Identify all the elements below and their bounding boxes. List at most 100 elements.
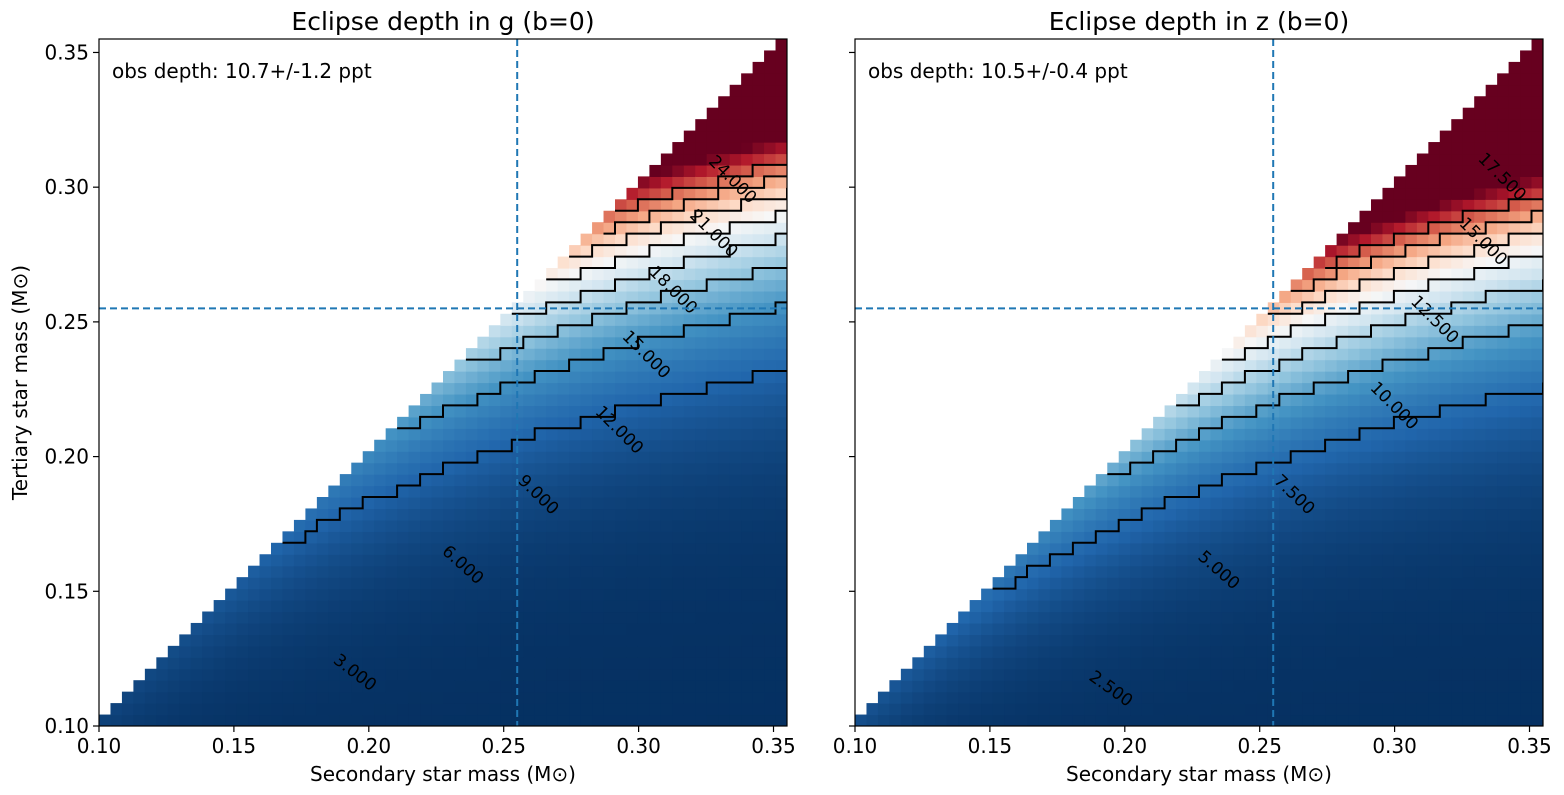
heatmap-cell [660,622,673,635]
heatmap-cell [1095,680,1108,693]
heatmap-cell [626,359,639,372]
heatmap-cell [626,668,639,681]
heatmap-cell [729,268,742,281]
heatmap-cell [683,703,696,716]
heatmap-cell [569,634,582,647]
heatmap-cell [1118,645,1131,658]
heatmap-cell [1325,611,1338,624]
heatmap-cell [969,691,982,704]
heatmap-cell [1084,497,1097,510]
heatmap-cell [718,645,731,658]
heatmap-cell [592,565,605,578]
heatmap-cell [1233,668,1246,681]
heatmap-cell [615,371,628,384]
heatmap-cell [523,462,536,475]
heatmap-cell [328,600,341,613]
heatmap-cell [637,508,650,521]
heatmap-cell [500,497,513,510]
heatmap-cell [706,233,719,246]
heatmap-cell [1302,393,1315,406]
heatmap-cell [752,439,765,452]
heatmap-cell [1531,279,1543,292]
heatmap-cell [110,714,123,726]
heatmap-cell [718,703,731,716]
heatmap-cell [523,668,536,681]
heatmap-cell [1451,577,1464,590]
heatmap-cell [1325,325,1338,338]
heatmap-cell [271,691,284,704]
heatmap-cell [1474,668,1487,681]
heatmap-cell [695,405,708,418]
heatmap-cell [1439,256,1452,269]
heatmap-cell [1210,565,1223,578]
heatmap-cell [1015,645,1028,658]
heatmap-cell [1107,645,1120,658]
heatmap-cell [1118,657,1131,670]
heatmap-cell [1233,485,1246,498]
heatmap-cell [764,497,777,510]
heatmap-cell [695,130,708,143]
heatmap-cell [1359,714,1372,726]
heatmap-cell [1520,622,1533,635]
heatmap-cell [1520,187,1533,200]
heatmap-cell [626,588,639,601]
heatmap-cell [1405,657,1418,670]
heatmap-cell [1348,588,1361,601]
heatmap-cell [660,359,673,372]
heatmap-cell [1416,645,1429,658]
heatmap-cell [1497,405,1510,418]
heatmap-cell [1405,622,1418,635]
heatmap-cell [1038,622,1051,635]
heatmap-cell [1279,382,1292,395]
heatmap-cell [969,645,982,658]
heatmap-cell [362,645,375,658]
heatmap-cell [1497,336,1510,349]
heatmap-cell [1267,657,1280,670]
heatmap-cell [1049,657,1062,670]
heatmap-cell [569,428,582,441]
heatmap-cell [500,313,513,326]
heatmap-cell [1371,336,1384,349]
heatmap-cell [615,416,628,429]
heatmap-cell [1244,371,1257,384]
contour-line [511,232,787,315]
heatmap-cell [603,451,616,464]
heatmap-cell [328,668,341,681]
heatmap-cell [615,657,628,670]
heatmap-cell [1359,233,1372,246]
heatmap-cell [1118,703,1131,716]
heatmap-cell [580,714,593,726]
heatmap-cell [431,393,444,406]
heatmap-cell [1382,348,1395,361]
heatmap-cell [1267,668,1280,681]
heatmap-cell [477,622,490,635]
heatmap-cell [1049,645,1062,658]
heatmap-cell [592,462,605,475]
heatmap-cell [1153,428,1166,441]
heatmap-cell [695,233,708,246]
heatmap-cell [1393,439,1406,452]
heatmap-cell [339,634,352,647]
heatmap-cell [1244,508,1257,521]
heatmap-cell [1267,371,1280,384]
heatmap-cell [179,680,192,693]
heatmap-cell [729,96,742,109]
heatmap-cell [660,474,673,487]
heatmap-cell [626,199,639,212]
heatmap-cell [1348,542,1361,555]
heatmap-cell [1187,588,1200,601]
heatmap-cell [1439,302,1452,315]
heatmap-cell [637,565,650,578]
heatmap-cell [1462,485,1475,498]
heatmap-cell [1451,439,1464,452]
heatmap-cell [683,554,696,567]
heatmap-cell [1015,668,1028,681]
heatmap-cell [1508,462,1521,475]
heatmap-cell [981,634,994,647]
heatmap-cell [385,657,398,670]
heatmap-cell [1095,531,1108,544]
heatmap-cell [706,531,719,544]
heatmap-cell [1462,199,1475,212]
heatmap-cell [1428,153,1441,166]
heatmap-cell [1095,485,1108,498]
